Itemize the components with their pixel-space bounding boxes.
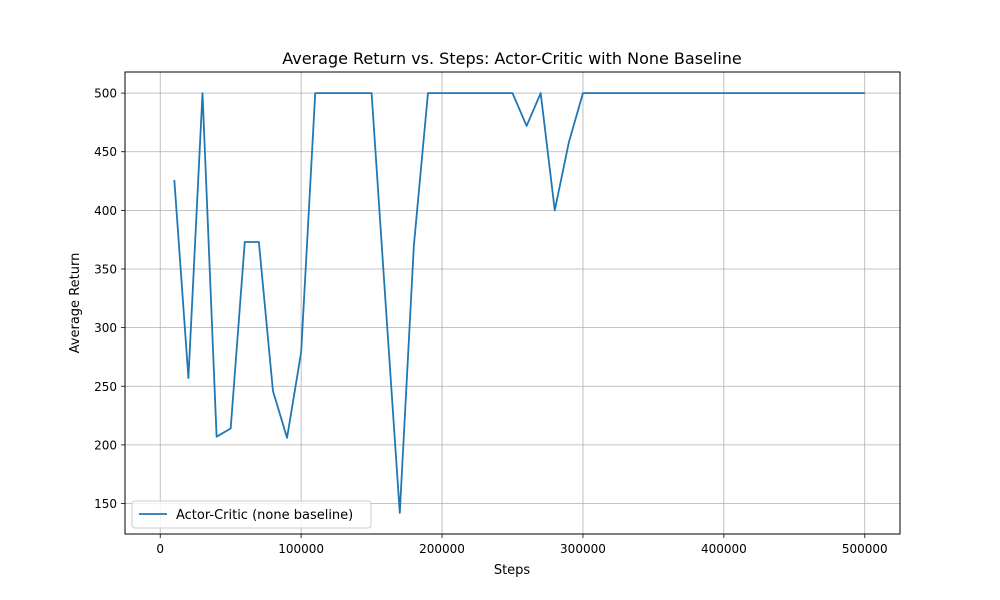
y-tick-label: 200 [94,438,117,452]
x-tick-label: 100000 [278,542,324,556]
y-tick-label: 150 [94,497,117,511]
legend: Actor-Critic (none baseline) [131,500,372,529]
x-tick-label: 400000 [701,542,747,556]
x-axis-label: Steps [494,563,531,578]
y-tick-label: 450 [94,145,117,159]
legend-label: Actor-Critic (none baseline) [176,508,353,523]
x-tick-label: 0 [156,542,164,556]
series-layer [173,92,865,514]
y-axis-ticks: 150 200 250 300 350 400 450 500 [94,87,125,511]
y-tick-label: 300 [94,321,117,335]
x-tick-label: 500000 [842,542,888,556]
y-axis-label: Average Return [68,253,83,354]
x-tick-label: 300000 [560,542,606,556]
chart-title: Average Return vs. Steps: Actor-Critic w… [282,49,742,68]
y-tick-label: 500 [94,87,117,101]
y-tick-label: 350 [94,262,117,276]
x-tick-label: 200000 [419,542,465,556]
y-tick-label: 250 [94,380,117,394]
plot-frame [124,71,901,535]
legend-box [131,500,372,529]
x-axis-ticks: 0 100000 200000 300000 400000 500000 [156,534,888,556]
y-tick-label: 400 [94,204,117,218]
series-line [173,92,865,514]
